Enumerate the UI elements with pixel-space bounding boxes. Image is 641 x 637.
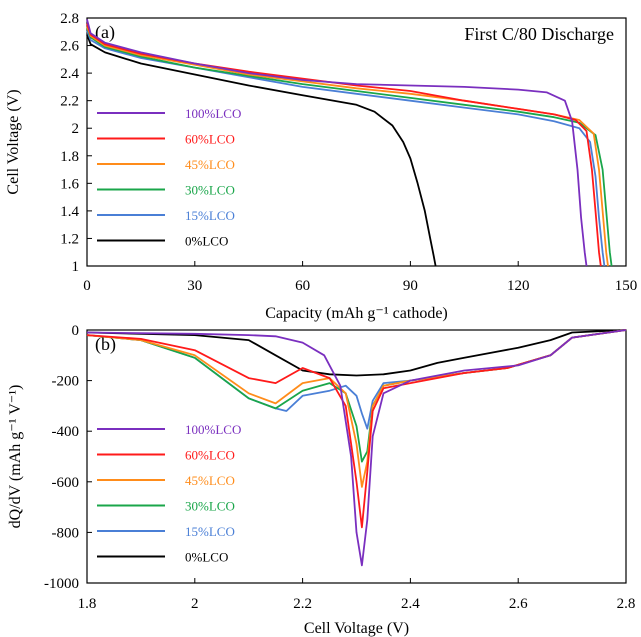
y-axis-label: Cell Voltage (V) [5,89,22,194]
legend-label: 0%LCO [185,234,228,249]
x-tick-label: 120 [507,278,530,294]
x-tick-label: 2 [191,596,199,612]
y-tick-label: 2.8 [60,11,79,27]
x-tick-label: 30 [187,278,202,294]
series-line-100pct-lco [86,329,627,567]
plot-frame [86,329,627,584]
series-line-60pct-lco [86,329,627,529]
plot-frame [86,17,627,267]
legend-label: 30%LCO [185,499,235,514]
legend-label: 30%LCO [185,183,235,198]
y-tick-label: 2.6 [60,39,79,55]
series-line-0pct-lco [86,329,627,377]
x-tick-label: 90 [403,278,418,294]
series-line-100pct-lco [86,19,588,267]
y-tick-label: -800 [52,525,80,541]
y-tick-label: -400 [52,424,80,440]
y-tick-label: 1.4 [60,204,79,220]
legend-label: 100%LCO [185,422,241,437]
y-axis-label: dQ/dV (mAh g⁻¹ V⁻¹) [7,385,24,529]
y-tick-label: -1000 [44,576,79,592]
y-tick-label: 1.2 [60,231,79,247]
x-tick-label: 2.4 [401,596,420,612]
x-axis-label: Capacity (mAh g⁻¹ cathode) [265,305,448,322]
series-line-45pct-lco [86,25,609,267]
legend-label: 45%LCO [185,157,235,172]
legend-label: 0%LCO [185,550,228,565]
panel-label: (a) [95,22,115,43]
y-tick-label: -600 [52,475,80,491]
panel-a-capacity-chart: 0 30 60 90 120 150 1 1.2 1.4 1.6 1.8 2 2.2 2.4 2.6 2.8 C… [5,11,637,322]
series-line-45pct-lco [86,329,627,488]
y-tick-label: 0 [72,323,80,339]
x-tick-label: 150 [615,278,638,294]
y-tick-label: 2.2 [60,94,79,110]
y-tick-label: 2.4 [60,66,79,82]
y-tick-label: 1.6 [60,176,79,192]
legend-label: 15%LCO [185,208,235,223]
x-tick-label: 2.6 [509,596,528,612]
legend-label: 100%LCO [185,106,241,121]
y-tick-label: -200 [52,374,80,390]
y-tick-label: 2 [72,121,80,137]
x-tick-label: 0 [83,278,91,294]
panel-b-dqdv-chart: 1.8 2 2.2 2.4 2.6 2.8 0 -200 -400 -600 -800 -1000 Ce… [7,323,635,637]
chart-title: First C/80 Discharge [464,24,614,44]
x-axis-label: Cell Voltage (V) [304,620,409,637]
x-tick-label: 2.8 [617,596,636,612]
series-line-30pct-lco [86,27,613,267]
legend-label: 60%LCO [185,132,235,147]
y-tick-label: 1 [72,259,80,275]
series-line-15pct-lco [86,30,606,267]
panel-label: (b) [95,334,116,355]
legend-label: 45%LCO [185,473,235,488]
x-tick-label: 60 [295,278,310,294]
x-tick-label: 2.2 [293,596,312,612]
series-line-60pct-lco [86,23,602,267]
x-tick-label: 1.8 [78,596,97,612]
legend-label: 15%LCO [185,524,235,539]
series-line-0pct-lco [86,34,437,267]
y-tick-label: 1.8 [60,149,79,165]
legend-label: 60%LCO [185,448,235,463]
